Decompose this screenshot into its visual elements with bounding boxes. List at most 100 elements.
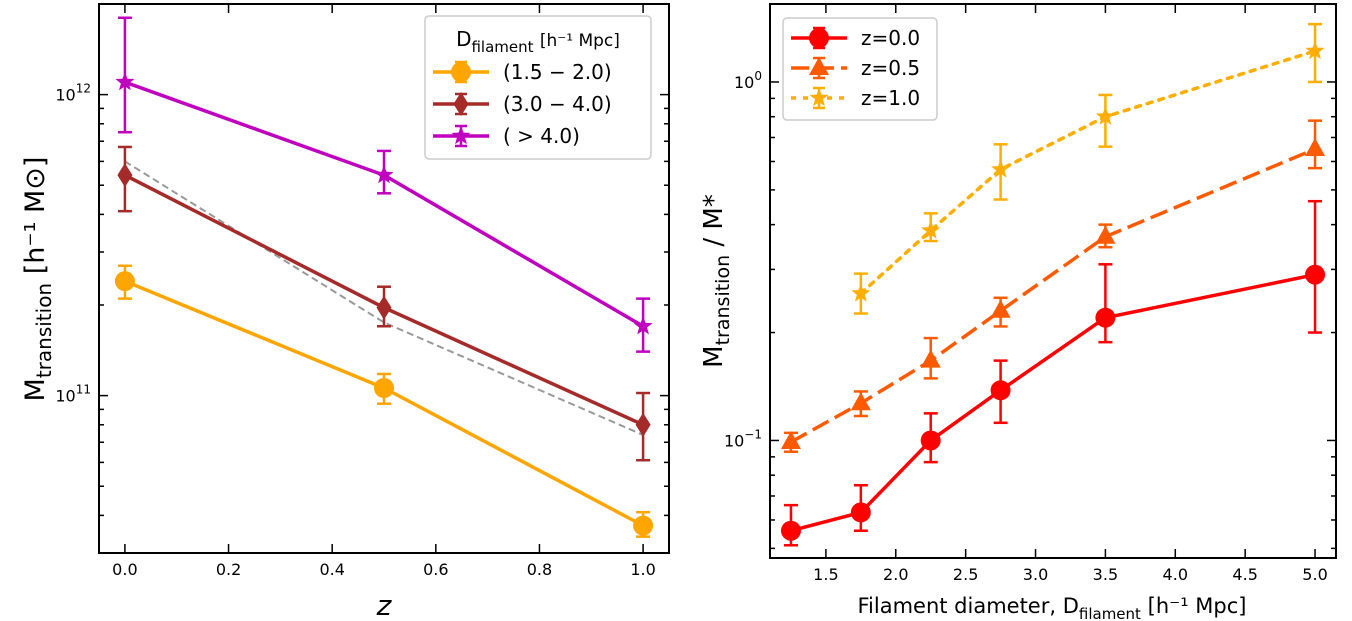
data-point: [920, 430, 941, 451]
y-tick-label-base: 10: [734, 73, 754, 92]
data-point: [991, 159, 1011, 178]
data-point: [851, 283, 871, 302]
series-3: [115, 16, 653, 353]
legend-entry-1: z=0.0: [791, 26, 920, 50]
plot-frame: [769, 3, 1337, 559]
x-tick-label: 0.8: [527, 560, 552, 579]
x-tick-label: 0.6: [423, 560, 448, 579]
y-tick-label-base: 10: [724, 431, 744, 450]
data-point: [635, 412, 651, 437]
data-point: [990, 299, 1011, 318]
legend-right: z=0.0 z=0.5 z=1.0: [782, 17, 938, 121]
legend-label: z=0.5: [861, 56, 920, 80]
legend-entry-2: (3.0 − 4.0): [433, 92, 612, 116]
legend-marker: [451, 126, 471, 145]
data-point: [920, 349, 941, 368]
legend-label: ( > 4.0): [503, 124, 580, 148]
y-axis-label-subscript: transition: [32, 283, 56, 378]
legend-entry-3: z=1.0: [791, 86, 920, 110]
legend-entry-3: ( > 4.0): [433, 124, 580, 148]
data-point: [1095, 106, 1115, 125]
legend-title-subscript: filament: [471, 38, 533, 56]
y-tick-label-base: 10: [55, 387, 75, 406]
x-tick-label: 5.0: [1302, 565, 1327, 584]
y-axis-label-space: [20, 274, 51, 283]
legend-marker: [809, 57, 829, 75]
x-axis-label-space: [1141, 594, 1148, 618]
legend-entry-1: (1.5 − 2.0): [433, 60, 612, 84]
x-axis-label-subscript: filament: [1079, 605, 1141, 621]
data-point: [376, 295, 392, 320]
data-point: [850, 392, 871, 411]
legend-marker: [809, 28, 829, 48]
y-tick-label: 10−1: [724, 427, 762, 450]
y-tick-label: 1012: [55, 82, 91, 105]
y-tick-label: 100: [734, 69, 762, 92]
y-axis-label-unit: [h⁻¹ M⊙]: [20, 157, 51, 275]
y-axis-label: Mtransition / M*: [699, 194, 734, 368]
data-point: [1095, 307, 1116, 328]
legend-entry-2: z=0.5: [791, 56, 920, 80]
x-tick-label: 3.5: [1093, 565, 1118, 584]
legend-label: z=1.0: [861, 86, 920, 110]
y-tick-label-exponent: 0: [754, 69, 762, 83]
x-tick-label: 0.4: [319, 560, 344, 579]
x-axis-label: Filament diameter, Dfilament [h⁻¹ Mpc]: [857, 594, 1246, 621]
legend-label: (1.5 − 2.0): [503, 60, 612, 84]
y-tick-label-base: 10: [55, 86, 75, 105]
x-axis-label-main: Filament diameter, D: [857, 594, 1078, 618]
data-point: [115, 72, 135, 91]
x-tick-label: 2.5: [953, 565, 978, 584]
legend-marker: [451, 62, 471, 82]
data-point: [990, 380, 1011, 401]
series-line: [790, 147, 1316, 444]
data-point: [1305, 41, 1325, 60]
series-1: [114, 264, 654, 538]
y-axis-label-main: M: [699, 345, 729, 367]
data-point: [780, 431, 801, 450]
x-tick-label: 0.2: [216, 560, 241, 579]
series-2: [117, 145, 651, 462]
data-point: [374, 165, 394, 184]
data-point: [1305, 138, 1326, 157]
series-1: [780, 199, 1326, 547]
x-axis-label-unit: [h⁻¹ Mpc]: [1148, 594, 1247, 618]
y-axis-label-main: M: [20, 378, 51, 401]
x-tick-label: 4.5: [1232, 565, 1257, 584]
data-point: [114, 271, 135, 292]
x-axis-label: z: [376, 589, 393, 621]
reference-line: [124, 160, 644, 436]
x-tick-label: 0.0: [112, 560, 137, 579]
legend-marker: [809, 88, 829, 107]
y-tick-label-exponent: 11: [76, 383, 91, 397]
y-axis-label-unit: / M*: [699, 194, 729, 246]
legend-title-unit: [h⁻¹ Mpc]: [540, 31, 620, 51]
data-point: [117, 163, 133, 188]
y-axis-label-space: [699, 247, 729, 255]
legend-left: Dfilament [h⁻¹ Mpc] (1.5 − 2.0) (3.0 − 4.0…: [424, 15, 652, 160]
legend-label: (3.0 − 4.0): [503, 92, 612, 116]
x-tick-label: 3.0: [1023, 565, 1048, 584]
data-point: [1095, 225, 1116, 244]
y-axis-label: Mtransition [h⁻¹ M⊙]: [20, 157, 56, 402]
plot-frame: [98, 3, 670, 554]
legend-label: z=0.0: [861, 26, 920, 50]
x-tick-label: 1.0: [630, 560, 655, 579]
data-point: [374, 377, 394, 398]
data-point: [633, 515, 654, 536]
series-3: [851, 22, 1325, 315]
data-point: [1305, 264, 1326, 285]
data-point: [633, 316, 653, 335]
data-point: [780, 520, 801, 541]
y-axis-label-subscript: transition: [712, 255, 734, 346]
series-2: [780, 119, 1326, 453]
x-tick-label: 4.0: [1163, 565, 1188, 584]
x-tick-label: 1.5: [813, 565, 838, 584]
y-tick-label-exponent: 12: [76, 82, 91, 96]
series-line: [790, 272, 1316, 533]
chart-right-mass-ratio-vs-diameter: 1.5 2.0 2.5 3.0 3.5 4.0 4.5 5.010−1100Filament …: [699, 3, 1337, 621]
data-point: [921, 220, 941, 239]
legend-marker: [453, 92, 469, 116]
